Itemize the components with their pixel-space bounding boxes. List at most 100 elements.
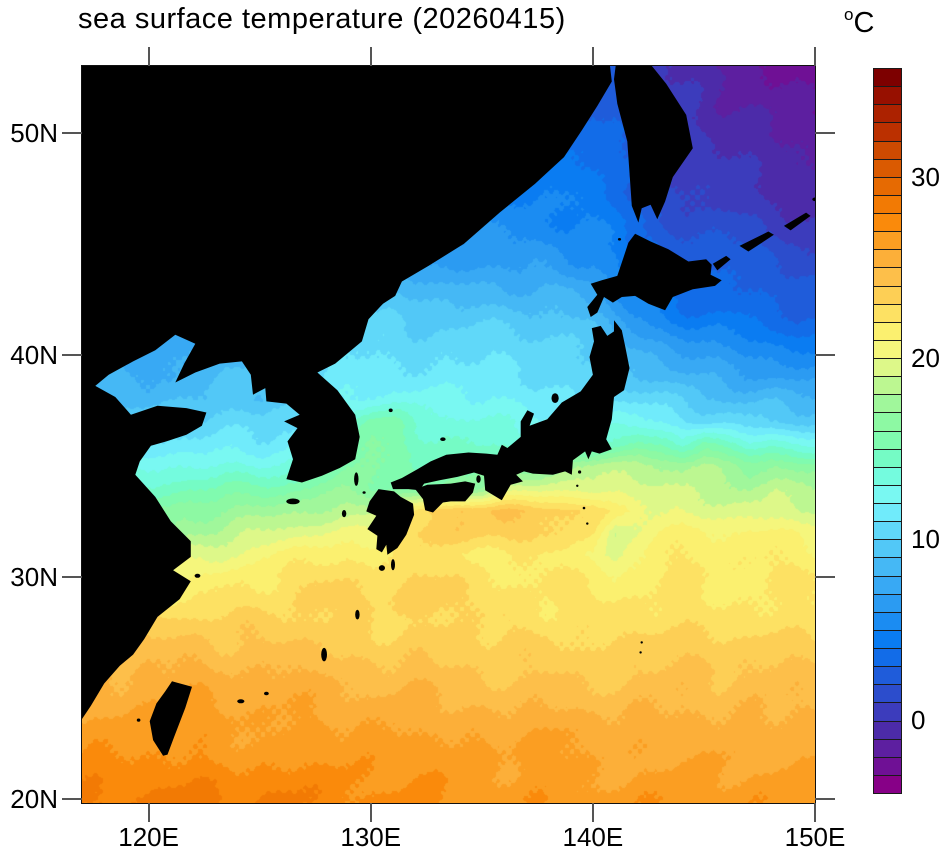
landmass-sakhalin	[614, 66, 693, 223]
x-tick-top	[814, 47, 816, 66]
colorbar-cell	[874, 575, 901, 594]
colorbar-cell	[874, 484, 901, 503]
colorbar-cell	[874, 213, 901, 232]
island	[378, 565, 385, 571]
x-tick-top	[369, 47, 372, 66]
colorbar-cell	[874, 158, 901, 177]
colorbar-tick-label: 10	[911, 523, 940, 554]
island	[639, 651, 642, 654]
landmass-taiwan	[149, 681, 192, 756]
island	[194, 573, 201, 578]
x-tick-label: 140E	[562, 822, 624, 852]
island	[476, 475, 481, 483]
island	[551, 393, 559, 403]
island	[355, 609, 360, 620]
colorbar-cell	[874, 249, 901, 268]
colorbar-cell	[874, 394, 901, 413]
island	[362, 491, 366, 494]
colorbar-cell	[874, 194, 901, 213]
x-tick-label: 120E	[118, 822, 179, 852]
units-degree-mark: o	[844, 5, 854, 24]
map-plot-area	[82, 66, 815, 803]
colorbar-cell	[874, 140, 901, 159]
landmass-kunashir	[712, 255, 731, 271]
y-tick-label: 40N	[10, 339, 58, 370]
colorbar-cell	[874, 648, 901, 667]
colorbar	[873, 68, 902, 794]
colorbar-cell	[874, 303, 901, 322]
colorbar-cell	[874, 666, 901, 685]
landmass-kyushu	[366, 489, 415, 555]
colorbar-cell	[874, 684, 901, 703]
colorbar-cell	[874, 521, 901, 540]
y-tick-right	[815, 131, 835, 134]
x-tick-top	[591, 47, 594, 66]
island	[286, 498, 300, 505]
colorbar-cell	[874, 104, 901, 123]
island	[640, 641, 643, 644]
colorbar-cell	[874, 321, 901, 340]
colorbar-cell	[874, 231, 901, 250]
colorbar-cell	[874, 539, 901, 558]
colorbar-cell	[874, 593, 901, 612]
colorbar-cell	[874, 738, 901, 757]
colorbar-tick-label: 20	[911, 342, 940, 373]
x-tick-label: 150E	[784, 822, 846, 852]
island	[586, 522, 589, 525]
y-tick-label: 30N	[10, 561, 58, 592]
island	[341, 510, 347, 518]
y-tick-left	[62, 798, 82, 800]
x-tick-bottom	[147, 803, 150, 822]
colorbar-cell	[874, 702, 901, 721]
y-tick-left	[62, 575, 82, 578]
colorbar-cell	[874, 503, 901, 522]
y-tick-left	[62, 131, 82, 134]
colorbar-cell	[874, 448, 901, 467]
island	[576, 484, 579, 487]
colorbar-tick-label: 0	[911, 704, 926, 735]
colorbar-cell	[874, 629, 901, 648]
y-tick-right	[815, 575, 835, 578]
colorbar-cell	[874, 774, 901, 793]
x-tick-bottom	[814, 803, 816, 822]
island	[582, 506, 586, 510]
landmass-shikoku	[415, 481, 476, 513]
y-tick-label: 20N	[10, 784, 58, 814]
landmass-urup	[783, 212, 811, 231]
island	[812, 197, 815, 202]
landmass-honshu	[390, 320, 630, 501]
colorbar-cell	[874, 267, 901, 286]
colorbar-cell	[874, 756, 901, 775]
land-overlay	[82, 66, 815, 756]
colorbar-cell	[874, 285, 901, 304]
island	[136, 718, 141, 722]
colorbar-cell	[874, 430, 901, 449]
island	[237, 699, 245, 704]
colorbar-cell	[874, 176, 901, 195]
x-tick-bottom	[591, 803, 594, 822]
island	[321, 647, 327, 662]
island	[578, 470, 582, 474]
colorbar-cell	[874, 69, 901, 87]
colorbar-cell	[874, 122, 901, 141]
units-letter: C	[853, 7, 875, 39]
colorbar-cell	[874, 339, 901, 358]
colorbar-tick-label: 30	[911, 161, 940, 192]
units-label: oC	[844, 5, 874, 40]
colorbar-cell	[874, 412, 901, 431]
x-tick-top	[147, 47, 150, 66]
island	[388, 408, 393, 413]
colorbar-cell	[874, 557, 901, 576]
landmass-iturup	[739, 231, 774, 252]
colorbar-cell	[874, 86, 901, 105]
island	[354, 472, 359, 486]
colorbar-cell	[874, 376, 901, 395]
colorbar-cell	[874, 720, 901, 739]
x-tick-label: 130E	[340, 822, 402, 852]
colorbar-cell	[874, 358, 901, 377]
island	[440, 437, 446, 442]
landmass-asia	[82, 66, 612, 719]
figure-title: sea surface temperature (20260415)	[78, 3, 566, 35]
x-tick-bottom	[369, 803, 372, 822]
